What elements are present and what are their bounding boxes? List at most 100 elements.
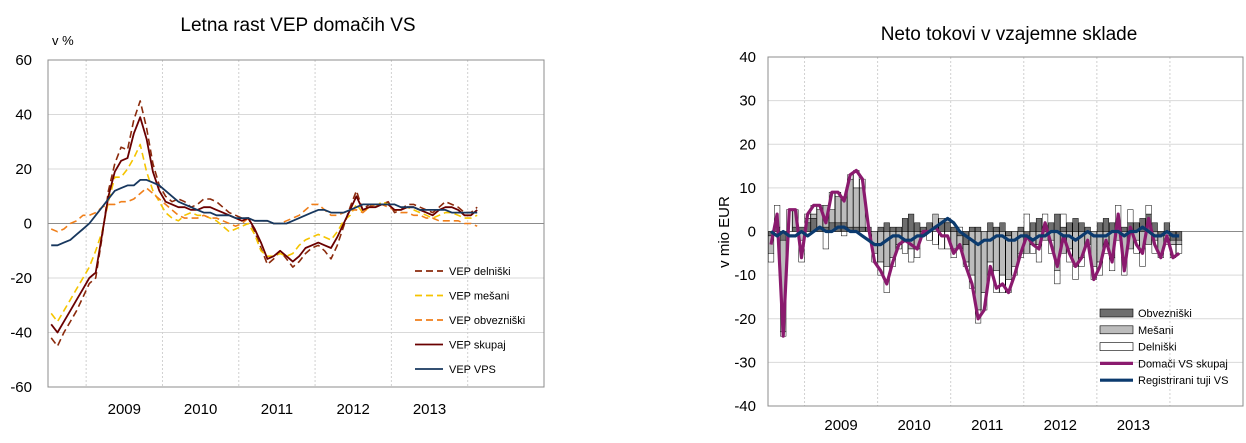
chart-left-x-tick-label: 2009 — [108, 401, 141, 418]
bar-delniski — [1176, 244, 1183, 254]
chart-right-x-tick-label: 2010 — [897, 417, 930, 434]
chart-left-x-tick-label: 2011 — [261, 401, 293, 418]
chart-left-ylabel: v % — [52, 33, 74, 48]
chart-left-x-tick-label: 2013 — [413, 401, 446, 418]
bar-obvezniski — [901, 218, 909, 232]
chart-right-y-tick-label: -40 — [734, 398, 756, 415]
bar-obvezniski — [1060, 226, 1067, 232]
chart-left-x-tick-label: 2012 — [337, 401, 370, 418]
bar-obvezniski — [987, 222, 994, 232]
bar-delniski — [841, 231, 848, 237]
bar-mesani — [877, 231, 884, 263]
bar-mesani — [828, 209, 835, 224]
bar-mesani — [834, 196, 842, 224]
chart-right-x-tick-label: 2011 — [971, 417, 1003, 434]
legend-label-domaci-vs-skupaj: Domači VS skupaj — [1138, 358, 1228, 370]
bar-mesani — [1169, 239, 1177, 245]
series-line-registrirani-tuji-vs — [770, 216, 1180, 247]
chart-right-legend: Obvezniški Mešani Delniški Domači VS skupaj… — [1099, 308, 1228, 387]
legend-label-vep-mesani: VEP mešani — [449, 291, 509, 303]
chart-right: Neto tokovi v vzajemne sklade v mio EUR … — [716, 24, 1244, 434]
chart-right-x-tick-label: 2013 — [1117, 417, 1150, 434]
chart-left-x-ticks: 2009 2010 2011 2012 2013 — [108, 401, 447, 418]
chart-left-y-tick-label: -60 — [10, 379, 32, 396]
chart-right-y-tick-label: 40 — [739, 49, 756, 66]
bar-delniski — [1054, 270, 1061, 285]
bar-obvezniski — [889, 226, 896, 232]
bar-mesani — [1005, 235, 1012, 280]
bar-obvezniski — [1078, 222, 1085, 232]
chart-left-y-tick-label: -40 — [10, 325, 32, 342]
chart-left-plot-frame — [47, 59, 545, 388]
series-line-vep-obvezniski — [50, 187, 478, 233]
bar-obvezniski — [1029, 222, 1036, 232]
legend-label-vep-vps: VEP VPS — [449, 364, 496, 376]
bar-obvezniski — [944, 222, 951, 232]
chart-left-y-tick-label: 0 — [24, 216, 32, 233]
bar-delniski — [1023, 213, 1030, 232]
chart-right-x-ticks: 2009 2010 2011 2012 2013 — [824, 417, 1150, 434]
legend-swatch-delniski — [1099, 342, 1134, 351]
bar-obvezniski — [1035, 218, 1043, 232]
bar-obvezniski — [1102, 218, 1110, 232]
chart-left-y-ticks: 60 40 20 0 -20 -40 -60 — [10, 52, 32, 396]
bar-delniski — [908, 248, 915, 263]
bar-mesani — [987, 231, 994, 263]
chart-right-y-ticks: 40 30 20 10 0 -10 -20 -30 -40 — [734, 49, 756, 415]
bar-obvezniski — [999, 222, 1006, 232]
bar-obvezniski — [968, 226, 976, 232]
chart-right-x-tick-label: 2012 — [1044, 417, 1077, 434]
bar-obvezniski — [1005, 231, 1012, 237]
bar-delniski — [1060, 213, 1067, 228]
bar-delniski — [932, 231, 939, 245]
series-line-domaci-vs-skupaj — [769, 168, 1181, 338]
chart-left: Letna rast VEP domačih VS v % 60 40 20 0 -20… — [10, 15, 545, 418]
chart-right-y-tick-label: 20 — [739, 136, 756, 153]
legend-label-delniski: Delniški — [1138, 342, 1177, 354]
series-line-vep-delniski — [50, 100, 478, 347]
bar-obvezniski — [877, 226, 884, 232]
chart-right-lines — [769, 168, 1181, 338]
chart-right-x-tick-label: 2009 — [824, 417, 857, 434]
chart-left-y-tick-label: -20 — [10, 270, 32, 287]
bar-mesani — [883, 231, 890, 267]
bar-obvezniski — [859, 226, 866, 232]
series-line-vep-skupaj — [50, 116, 478, 334]
bar-delniski — [822, 231, 829, 250]
chart-right-y-tick-label: 30 — [739, 93, 756, 110]
legend-swatch-mesani — [1099, 325, 1134, 335]
chart-right-title: Neto tokovi v vzajemne sklade — [881, 24, 1138, 45]
bar-delniski — [767, 253, 775, 263]
legend-label-registrirani-tuji-vs: Registrirani tuji VS — [1138, 375, 1228, 387]
chart-left-series — [50, 100, 478, 347]
bar-mesani — [1176, 239, 1183, 245]
legend-label-vep-delniski: VEP delniški — [449, 266, 511, 278]
legend-label-vep-obvezniski: VEP obvezniški — [449, 315, 525, 327]
chart-right-y-tick-label: -10 — [734, 267, 756, 284]
bar-obvezniski — [1072, 218, 1079, 232]
chart-left-grid — [48, 60, 544, 387]
chart-left-title: Letna rast VEP domačih VS — [180, 15, 415, 36]
chart-left-y-tick-label: 40 — [15, 107, 32, 124]
bar-obvezniski — [883, 222, 890, 232]
bar-obvezniski — [1054, 213, 1061, 232]
legend-label-mesani: Mešani — [1138, 325, 1173, 337]
chart-right-y-tick-label: 0 — [748, 224, 756, 241]
bar-obvezniski — [1066, 222, 1073, 232]
bar-delniski — [938, 231, 945, 250]
bar-obvezniski — [1096, 222, 1103, 232]
bar-delniski — [1145, 205, 1152, 215]
chart-right-y-tick-label: -20 — [734, 311, 756, 328]
bar-delniski — [1127, 209, 1134, 224]
legend-swatch-obvezniski — [1099, 308, 1134, 318]
bar-obvezniski — [1121, 226, 1128, 232]
bar-mesani — [853, 187, 860, 228]
bar-obvezniski — [975, 226, 982, 232]
bar-obvezniski — [993, 226, 1000, 232]
chart-left-x-tick-label: 2010 — [184, 401, 217, 418]
legend-label-obvezniski: Obvezniški — [1138, 308, 1192, 320]
bar-obvezniski — [1017, 226, 1024, 232]
bar-mesani — [1011, 231, 1018, 267]
